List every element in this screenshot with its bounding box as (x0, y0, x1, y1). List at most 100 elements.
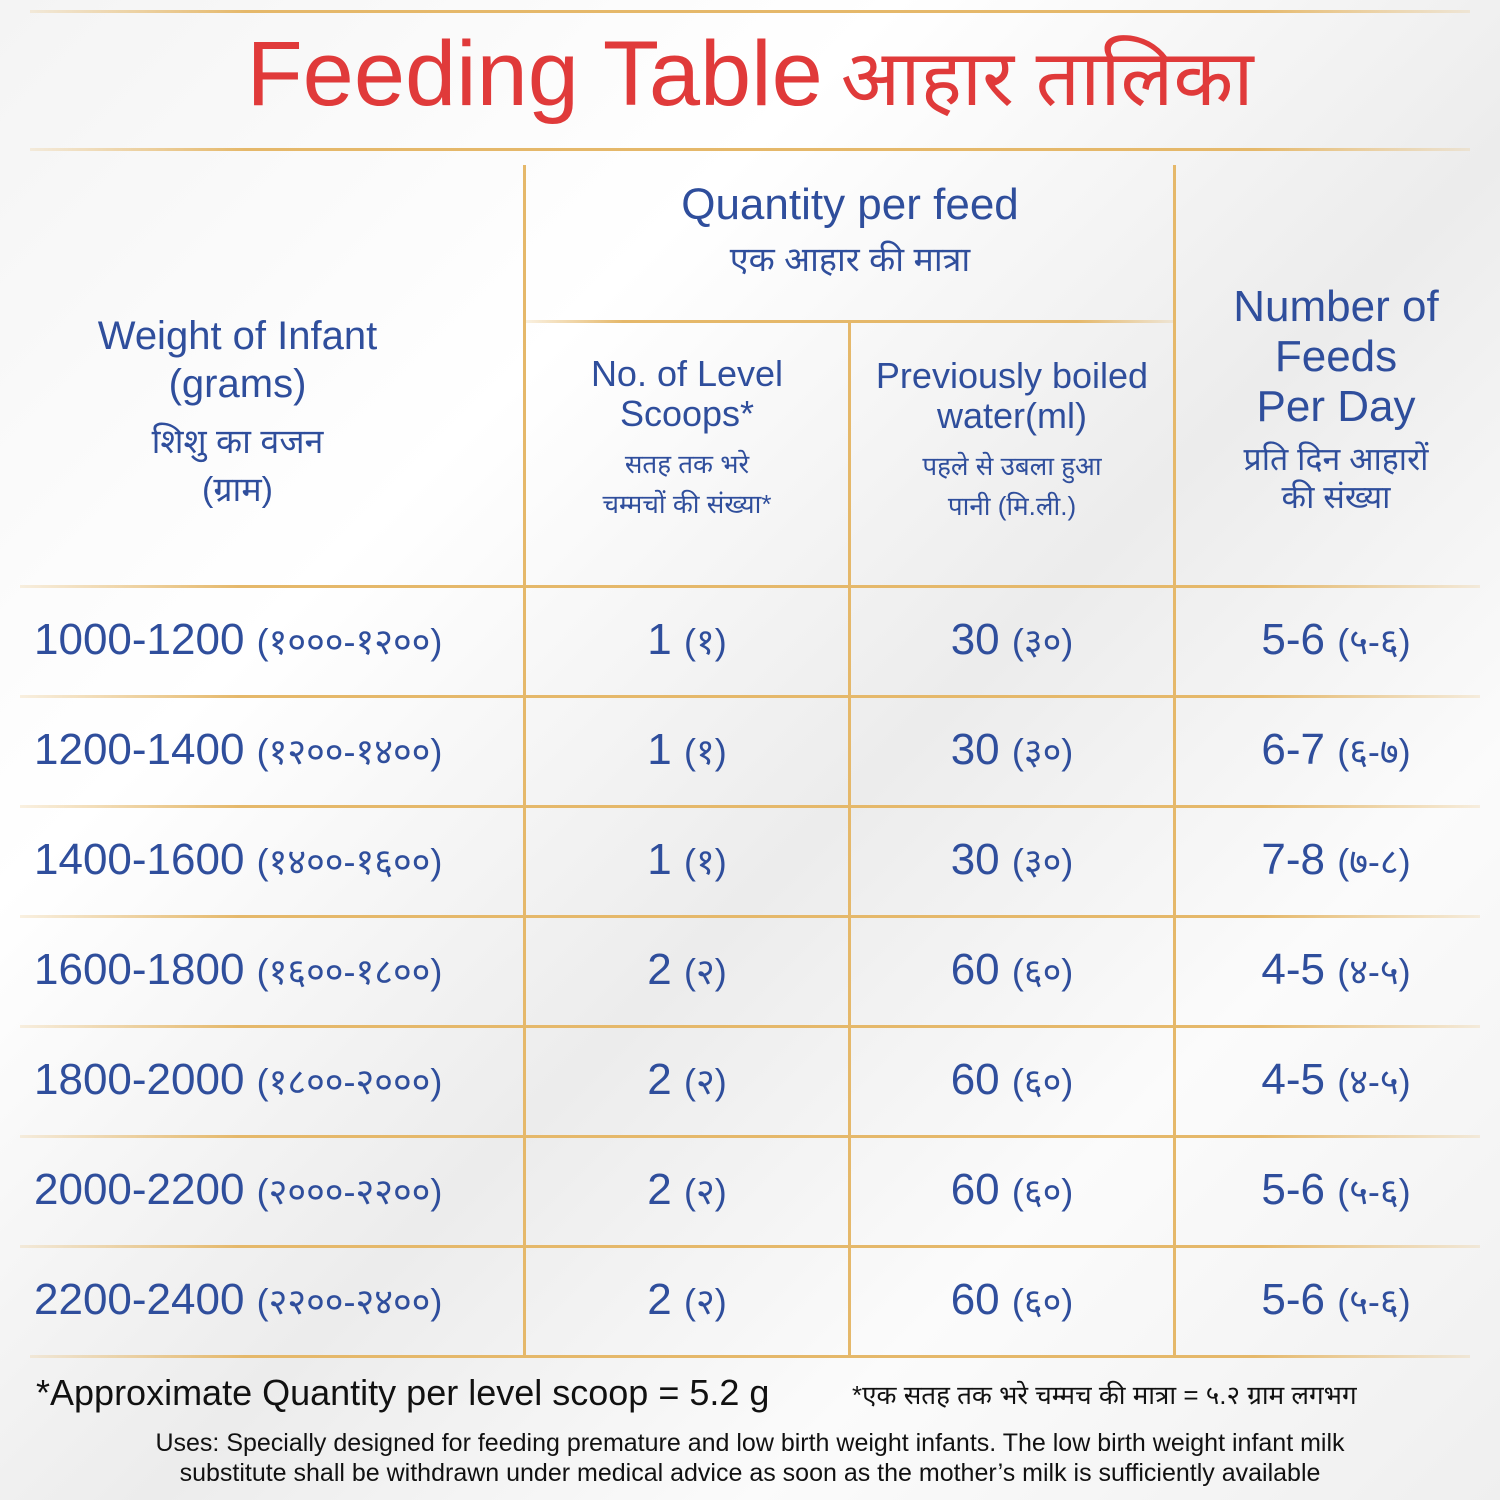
cell-feeds: 5-6 (५-६) (1176, 587, 1496, 697)
header-weight: Weight of Infant (grams) शिशु का वजन (ग्… (0, 312, 475, 514)
water-value: 60 (950, 945, 1000, 994)
header-water-hi1: पहले से उबला हुआ (922, 451, 1102, 481)
feeds-value-devanagari: (७-८) (1337, 841, 1411, 882)
cell-feeds: 6-7 (६-७) (1176, 697, 1496, 807)
column-divider (1173, 165, 1176, 1357)
cell-weight: 1800-2000 (१८००-२०००) (34, 1027, 549, 1137)
feeds-value-devanagari: (५-६) (1337, 621, 1411, 662)
scoops-value: 1 (647, 725, 672, 774)
top-rule (30, 10, 1470, 13)
header-water-hi2: पानी (मि.ली.) (947, 491, 1077, 521)
water-value-devanagari: (६०) (1011, 1061, 1074, 1102)
cell-feeds: 5-6 (५-६) (1176, 1247, 1496, 1357)
table-row: 2200-2400 (२२००-२४००) 2 (२) 60 (६०) 5-6 (५-… (0, 1247, 1500, 1357)
feeds-value-devanagari: (५-६) (1337, 1281, 1411, 1322)
water-value-devanagari: (६०) (1011, 1281, 1074, 1322)
header-water-en2: water(ml) (937, 395, 1087, 436)
weight-value: 1400-1600 (34, 835, 245, 884)
scoops-value: 2 (647, 1055, 672, 1104)
cell-weight: 2000-2200 (२०००-२२००) (34, 1137, 549, 1247)
header-water: Previously boiled water(ml) पहले से उबला… (851, 356, 1173, 526)
cell-feeds: 5-6 (५-६) (1176, 1137, 1496, 1247)
scoops-value-devanagari: (२) (684, 1171, 727, 1212)
scoops-value-devanagari: (१) (684, 621, 727, 662)
cell-scoops: 2 (२) (526, 1027, 848, 1137)
weight-value: 1000-1200 (34, 615, 245, 664)
scoops-value: 2 (647, 1165, 672, 1214)
subheader-rule (526, 320, 1174, 323)
water-value: 60 (950, 1165, 1000, 1214)
header-feeds-en2: Feeds (1274, 332, 1398, 381)
feeds-value: 6-7 (1261, 725, 1325, 774)
header-feeds-hi1: प्रति दिन आहारों (1243, 441, 1429, 477)
weight-value-devanagari: (२२००-२४००) (256, 1281, 443, 1322)
scoops-value: 2 (647, 1275, 672, 1324)
table-row: 1200-1400 (१२००-१४००) 1 (१) 30 (३०) 6-7 (६-… (0, 697, 1500, 807)
scoops-value-devanagari: (२) (684, 1061, 727, 1102)
cell-water: 60 (६०) (851, 1137, 1173, 1247)
scoop-note-hi: *एक सतह तक भरे चम्मच की मात्रा = ५.२ ग्र… (852, 1380, 1357, 1410)
feeds-value: 4-5 (1261, 1055, 1325, 1104)
cell-weight: 1200-1400 (१२००-१४००) (34, 697, 549, 807)
weight-value-devanagari: (१०००-१२००) (256, 621, 443, 662)
feeds-value: 7-8 (1261, 835, 1325, 884)
header-quantity-hi: एक आहार की मात्रा (729, 241, 971, 279)
header-quantity: Quantity per feed एक आहार की मात्रा (526, 178, 1174, 288)
header-scoops-hi1: सतह तक भरे (624, 449, 750, 479)
header-scoops-en1: No. of Level (590, 353, 784, 394)
cell-scoops: 1 (१) (526, 587, 848, 697)
weight-value: 1200-1400 (34, 725, 245, 774)
water-value-devanagari: (३०) (1011, 841, 1074, 882)
water-value-devanagari: (६०) (1011, 1171, 1074, 1212)
water-value-devanagari: (६०) (1011, 951, 1074, 992)
header-feeds-en1: Number of (1233, 282, 1439, 331)
cell-water: 30 (३०) (851, 697, 1173, 807)
feeds-value: 5-6 (1261, 1165, 1325, 1214)
cell-water: 60 (६०) (851, 1247, 1173, 1357)
row-rule (20, 805, 1480, 808)
scoops-value: 2 (647, 945, 672, 994)
water-value: 30 (950, 725, 1000, 774)
header-scoops: No. of Level Scoops* सतह तक भरे चम्मचों … (526, 354, 848, 524)
scoops-value-devanagari: (१) (684, 841, 727, 882)
scoops-value-devanagari: (२) (684, 1281, 727, 1322)
row-rule (20, 1245, 1480, 1248)
cell-feeds: 4-5 (४-५) (1176, 1027, 1496, 1137)
water-value: 60 (950, 1275, 1000, 1324)
feeds-value: 5-6 (1261, 1275, 1325, 1324)
cell-feeds: 4-5 (४-५) (1176, 917, 1496, 1027)
uses-note: Uses: Specially designed for feeding pre… (0, 1428, 1500, 1488)
row-rule (20, 695, 1480, 698)
title-english: Feeding Table (246, 23, 823, 125)
feeds-value-devanagari: (६-७) (1337, 731, 1411, 772)
weight-value-devanagari: (१८००-२०००) (256, 1061, 443, 1102)
table-row: 2000-2200 (२०००-२२००) 2 (२) 60 (६०) 5-6 (५-… (0, 1137, 1500, 1247)
weight-value-devanagari: (२०००-२२००) (256, 1171, 443, 1212)
cell-scoops: 1 (१) (526, 697, 848, 807)
scoops-value: 1 (647, 835, 672, 884)
feeds-value: 5-6 (1261, 615, 1325, 664)
title-rule (30, 148, 1470, 151)
uses-line-2: substitute shall be withdrawn under medi… (179, 1459, 1321, 1487)
weight-value: 2000-2200 (34, 1165, 245, 1214)
table-row: 1800-2000 (१८००-२०००) 2 (२) 60 (६०) 4-5 (४-… (0, 1027, 1500, 1137)
header-feeds-en3: Per Day (1256, 382, 1416, 431)
header-weight-hi-unit: (ग्राम) (202, 471, 273, 509)
scoops-value-devanagari: (१) (684, 731, 727, 772)
weight-value-devanagari: (१६००-१८००) (256, 951, 443, 992)
weight-value: 1600-1800 (34, 945, 245, 994)
feeds-value-devanagari: (५-६) (1337, 1171, 1411, 1212)
header-feeds: Number of Feeds Per Day प्रति दिन आहारों… (1176, 282, 1496, 516)
feeds-value-devanagari: (४-५) (1337, 1061, 1411, 1102)
weight-value: 1800-2000 (34, 1055, 245, 1104)
table-row: 1400-1600 (१४००-१६००) 1 (१) 30 (३०) 7-8 (७-… (0, 807, 1500, 917)
table-row: 1000-1200 (१०००-१२००) 1 (१) 30 (३०) 5-6 (५-… (0, 587, 1500, 697)
water-value-devanagari: (३०) (1011, 731, 1074, 772)
uses-line-1: Uses: Specially designed for feeding pre… (155, 1429, 1345, 1457)
weight-value-devanagari: (१२००-१४००) (256, 731, 443, 772)
water-value: 30 (950, 615, 1000, 664)
cell-scoops: 2 (२) (526, 1137, 848, 1247)
row-rule (20, 1025, 1480, 1028)
header-scoops-hi2: चम्मचों की संख्या* (602, 489, 772, 519)
cell-water: 30 (३०) (851, 807, 1173, 917)
